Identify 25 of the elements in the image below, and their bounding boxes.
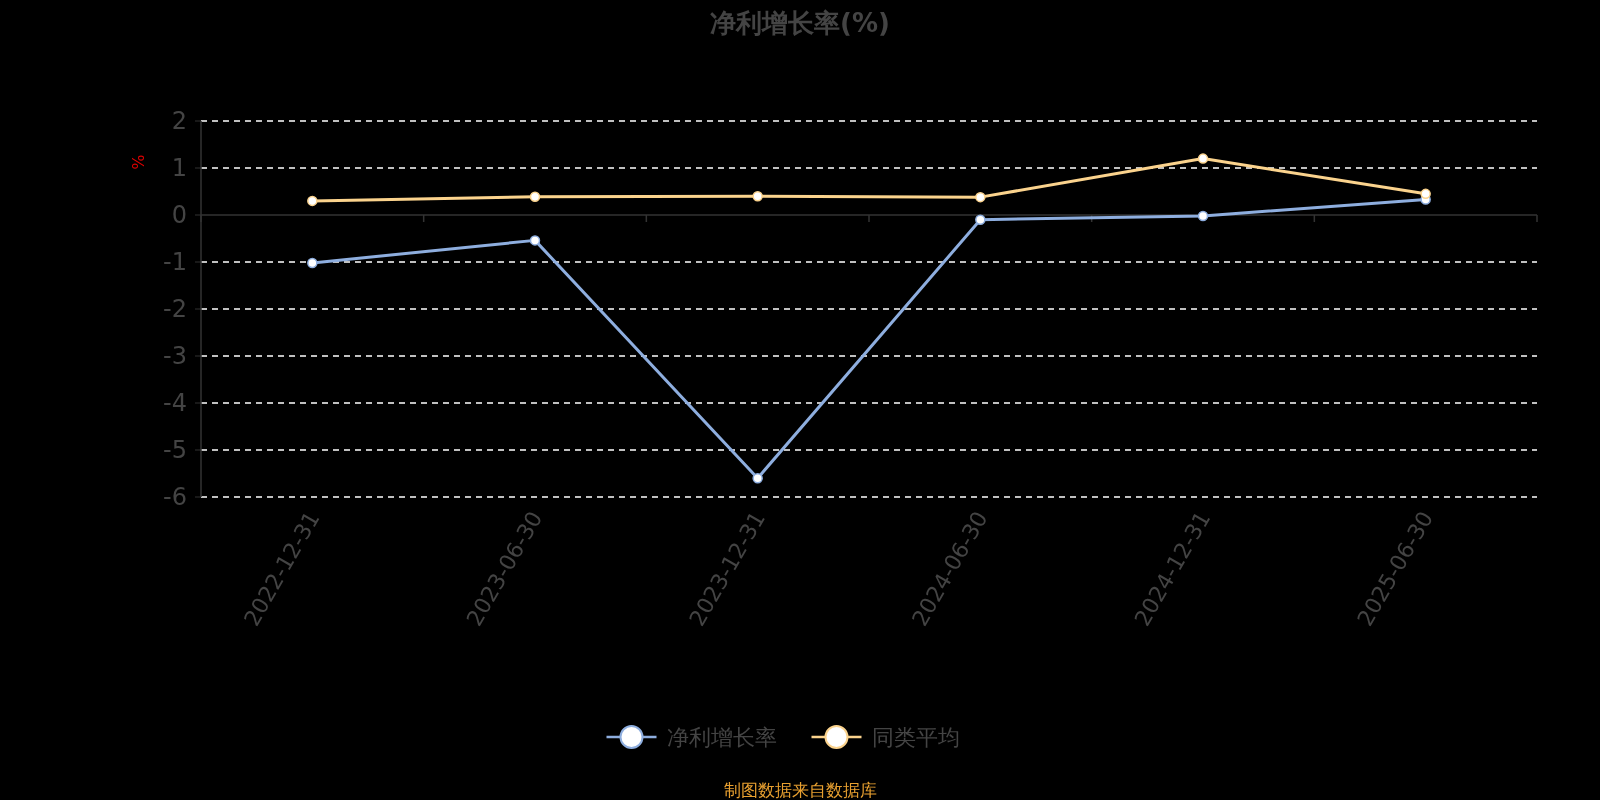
point (752, 190, 763, 202)
y-tick-label: 2 (171, 107, 187, 135)
legend-label: 净利增长率 (666, 725, 777, 750)
point (529, 191, 541, 202)
point (1197, 210, 1209, 222)
legend-label: 同类平均 (871, 725, 960, 750)
point (307, 195, 318, 207)
point (529, 235, 541, 246)
y-tick-label: 0 (171, 201, 187, 229)
y-tick-label: -5 (163, 436, 187, 464)
y-tick-label: -2 (163, 295, 187, 323)
chart-title: 净利增长率(%) (710, 8, 890, 38)
point (1420, 188, 1431, 200)
point (1197, 153, 1209, 164)
y-tick-label: -4 (163, 389, 187, 417)
y-tick-label: -3 (163, 342, 187, 370)
y-tick-label: -6 (163, 483, 187, 511)
y-tick-label: -1 (163, 248, 187, 276)
point (975, 191, 986, 203)
point (975, 214, 986, 225)
y-tick-label: 1 (171, 154, 187, 182)
point (307, 257, 318, 269)
text: 制图数据来自数据库 (723, 780, 877, 800)
y-axis-title: % (128, 154, 147, 170)
point (752, 472, 763, 484)
